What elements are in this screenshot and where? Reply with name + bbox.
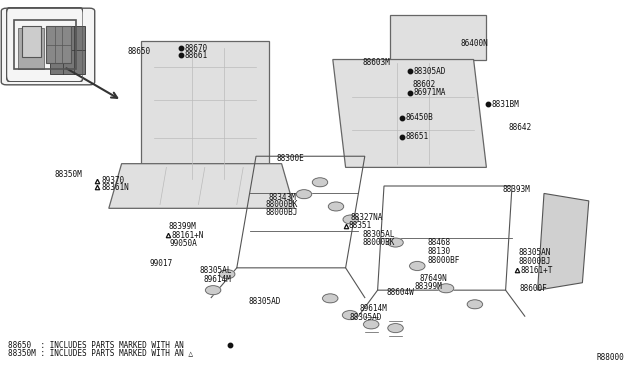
Text: 88000BK: 88000BK bbox=[363, 238, 396, 247]
Text: 86400N: 86400N bbox=[461, 39, 488, 48]
Text: 88000BJ: 88000BJ bbox=[518, 257, 551, 266]
Text: 89370: 89370 bbox=[101, 176, 124, 185]
Bar bbox=[46, 26, 71, 63]
Text: 88343M: 88343M bbox=[269, 193, 296, 202]
Polygon shape bbox=[141, 41, 269, 186]
Circle shape bbox=[388, 324, 403, 333]
Text: 88130: 88130 bbox=[428, 247, 451, 256]
Text: 86450B: 86450B bbox=[406, 113, 433, 122]
Text: 88393M: 88393M bbox=[502, 185, 530, 194]
Text: 88305AL: 88305AL bbox=[363, 230, 396, 239]
Text: 99017: 99017 bbox=[149, 259, 172, 267]
Bar bbox=[22, 26, 41, 57]
Text: 88000BK: 88000BK bbox=[266, 201, 298, 209]
Circle shape bbox=[467, 300, 483, 309]
Text: 88305AD: 88305AD bbox=[349, 313, 382, 322]
Circle shape bbox=[312, 178, 328, 187]
Text: 88350M : INCLUDES PARTS MARKED WITH AN △: 88350M : INCLUDES PARTS MARKED WITH AN △ bbox=[8, 348, 193, 357]
Text: 88300E: 88300E bbox=[276, 154, 304, 163]
Text: 88305AD: 88305AD bbox=[413, 67, 446, 76]
Text: 88161+T: 88161+T bbox=[520, 266, 553, 275]
Text: 88650  : INCLUDES PARTS MARKED WITH AN: 88650 : INCLUDES PARTS MARKED WITH AN bbox=[8, 341, 184, 350]
Polygon shape bbox=[109, 164, 294, 208]
Text: 88351: 88351 bbox=[349, 221, 372, 230]
Circle shape bbox=[205, 286, 221, 295]
Text: 88350M: 88350M bbox=[54, 170, 82, 179]
Text: 88651: 88651 bbox=[406, 132, 429, 141]
Text: 99050A: 99050A bbox=[170, 239, 197, 248]
Text: 88650: 88650 bbox=[128, 47, 151, 56]
Circle shape bbox=[323, 294, 338, 303]
Text: 89614M: 89614M bbox=[360, 304, 387, 313]
Circle shape bbox=[296, 190, 312, 199]
Text: 88661: 88661 bbox=[185, 51, 208, 60]
Text: 88327NA: 88327NA bbox=[350, 213, 383, 222]
Text: 88161+N: 88161+N bbox=[172, 231, 204, 240]
Bar bbox=[547, 242, 573, 251]
Circle shape bbox=[438, 284, 454, 293]
FancyBboxPatch shape bbox=[1, 8, 95, 85]
Polygon shape bbox=[390, 15, 486, 60]
Polygon shape bbox=[538, 193, 589, 290]
Circle shape bbox=[388, 238, 403, 247]
Text: 88305AD: 88305AD bbox=[248, 297, 281, 306]
Text: 86971MA: 86971MA bbox=[413, 88, 446, 97]
Text: 88361N: 88361N bbox=[101, 183, 129, 192]
Circle shape bbox=[410, 262, 425, 270]
Text: 88642: 88642 bbox=[509, 123, 532, 132]
Text: 88399M: 88399M bbox=[168, 222, 196, 231]
Text: 87649N: 87649N bbox=[419, 274, 447, 283]
Text: 89614M: 89614M bbox=[204, 275, 231, 283]
Text: 88670: 88670 bbox=[185, 44, 208, 53]
Bar bbox=[18, 28, 44, 69]
Circle shape bbox=[328, 202, 344, 211]
Text: 88600F: 88600F bbox=[520, 284, 547, 293]
Circle shape bbox=[342, 311, 358, 320]
Polygon shape bbox=[333, 60, 486, 167]
Text: 88399M: 88399M bbox=[414, 282, 442, 291]
Bar bbox=[547, 219, 573, 229]
Bar bbox=[50, 26, 85, 74]
Text: R88000: R88000 bbox=[596, 353, 624, 362]
Bar bbox=[547, 264, 573, 273]
Text: 88305AN: 88305AN bbox=[518, 248, 551, 257]
Text: 88000BF: 88000BF bbox=[428, 256, 460, 265]
Text: 88603M: 88603M bbox=[363, 58, 390, 67]
Text: 88305AL: 88305AL bbox=[200, 266, 232, 275]
Text: 88000BJ: 88000BJ bbox=[266, 208, 298, 217]
Text: 88468: 88468 bbox=[428, 238, 451, 247]
Circle shape bbox=[364, 320, 379, 329]
Text: 88604W: 88604W bbox=[387, 288, 414, 297]
Circle shape bbox=[220, 270, 235, 279]
Text: 8831BM: 8831BM bbox=[492, 100, 519, 109]
Circle shape bbox=[343, 215, 358, 224]
Text: 88602: 88602 bbox=[413, 80, 436, 89]
